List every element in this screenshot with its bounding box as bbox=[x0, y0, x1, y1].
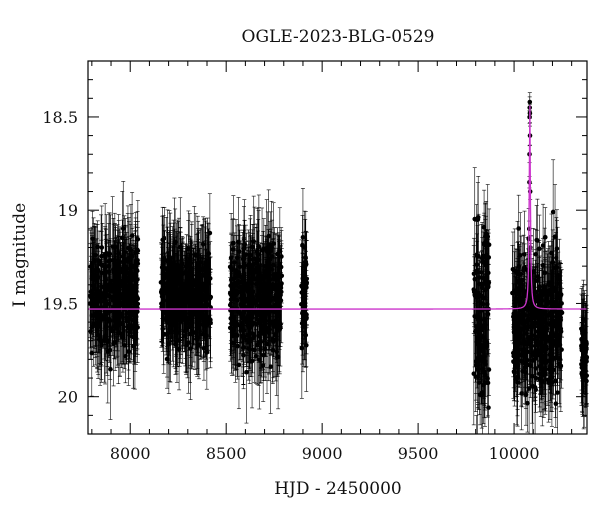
y-axis-label: I magnitude bbox=[10, 203, 30, 307]
data-point bbox=[117, 289, 123, 377]
x-tick-label: 8500 bbox=[206, 444, 247, 463]
x-axis-label: HJD - 2450000 bbox=[274, 479, 402, 499]
data-point bbox=[131, 289, 136, 362]
data-point bbox=[117, 231, 123, 310]
y-tick-label: 18.5 bbox=[42, 108, 78, 127]
data-point bbox=[93, 258, 98, 347]
data-point bbox=[108, 241, 114, 342]
x-tick-label: 9000 bbox=[302, 444, 343, 463]
data-point bbox=[87, 243, 93, 349]
y-tick-label: 20 bbox=[58, 388, 78, 407]
x-tick-label: 9500 bbox=[398, 444, 439, 463]
data-point bbox=[104, 234, 110, 337]
data-point bbox=[102, 269, 107, 345]
data-point bbox=[106, 265, 112, 343]
y-tick-label: 19.5 bbox=[42, 294, 78, 313]
data-point bbox=[109, 263, 114, 331]
data-point bbox=[114, 264, 120, 368]
y-tick-label: 19 bbox=[58, 201, 78, 220]
data-point bbox=[126, 268, 131, 371]
data-layer bbox=[87, 92, 590, 435]
data-point bbox=[102, 290, 108, 385]
data-point bbox=[92, 265, 98, 366]
data-point bbox=[126, 253, 132, 336]
data-point bbox=[112, 212, 118, 282]
x-tick-label: 10000 bbox=[489, 444, 540, 463]
data-point bbox=[99, 205, 105, 290]
data-point bbox=[120, 248, 126, 326]
data-point bbox=[105, 307, 110, 376]
data-point bbox=[130, 303, 136, 389]
data-point bbox=[95, 256, 100, 334]
chart-title: OGLE-2023-BLG-0529 bbox=[242, 27, 435, 47]
data-point bbox=[97, 273, 103, 370]
x-tick-label: 8000 bbox=[110, 444, 151, 463]
